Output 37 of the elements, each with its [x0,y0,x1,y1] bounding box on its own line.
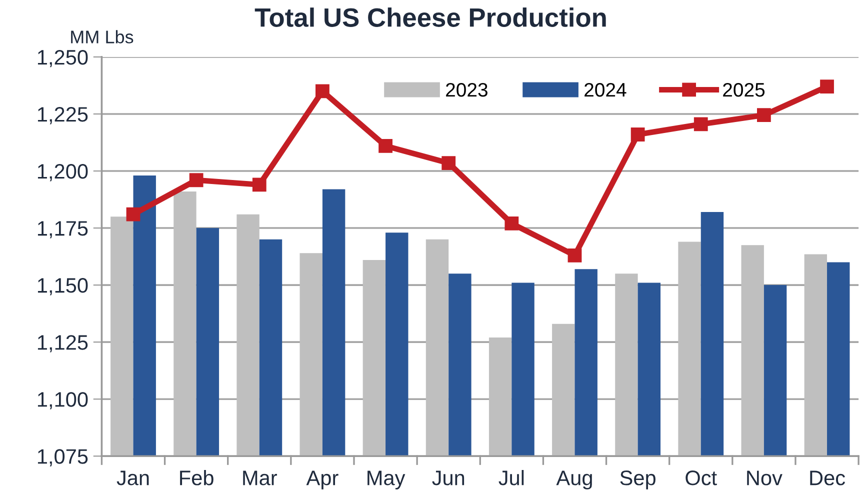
x-tick-label: Mar [243,470,277,486]
y-tick-label: 1,175 [38,221,88,238]
point [252,178,266,192]
chart-title: Total US Cheese Production [254,8,606,27]
point [630,128,645,142]
y-tick-label: 1,125 [38,335,88,352]
y-tick-label: 1,225 [38,106,88,124]
x-tick-label: Jun [432,470,464,486]
x-tick-label: Aug [556,470,592,490]
y-tick-label: 1,250 [38,50,88,68]
y-tick-label: 1,075 [38,449,88,466]
y-tick-label: 1,150 [38,278,88,296]
point [442,156,456,170]
point [126,207,140,222]
x-tick-label: Oct [686,470,717,486]
x-tick-label: Sep [620,470,656,490]
x-tick-label: Jul [498,470,524,486]
point [504,216,519,230]
point [757,108,771,122]
point [820,80,834,94]
point [316,84,330,98]
y-axis-title: MM Lbs [71,30,134,44]
legend-label: 2023 [446,82,488,97]
x-tick-label: Apr [306,470,338,490]
x-tick-label: Jan [116,470,149,486]
point [568,248,582,262]
legend-label: 2025 [723,82,765,97]
x-tick-label: Dec [810,470,845,486]
y-tick-label: 1,100 [38,392,88,410]
x-tick-label: Nov [747,470,782,486]
point [189,173,204,188]
point [378,138,392,153]
legend-label: 2024 [584,82,626,97]
point [694,117,708,132]
x-tick-label: Feb [180,470,214,486]
x-tick-label: May [368,470,406,490]
y-tick-label: 1,200 [38,164,88,182]
